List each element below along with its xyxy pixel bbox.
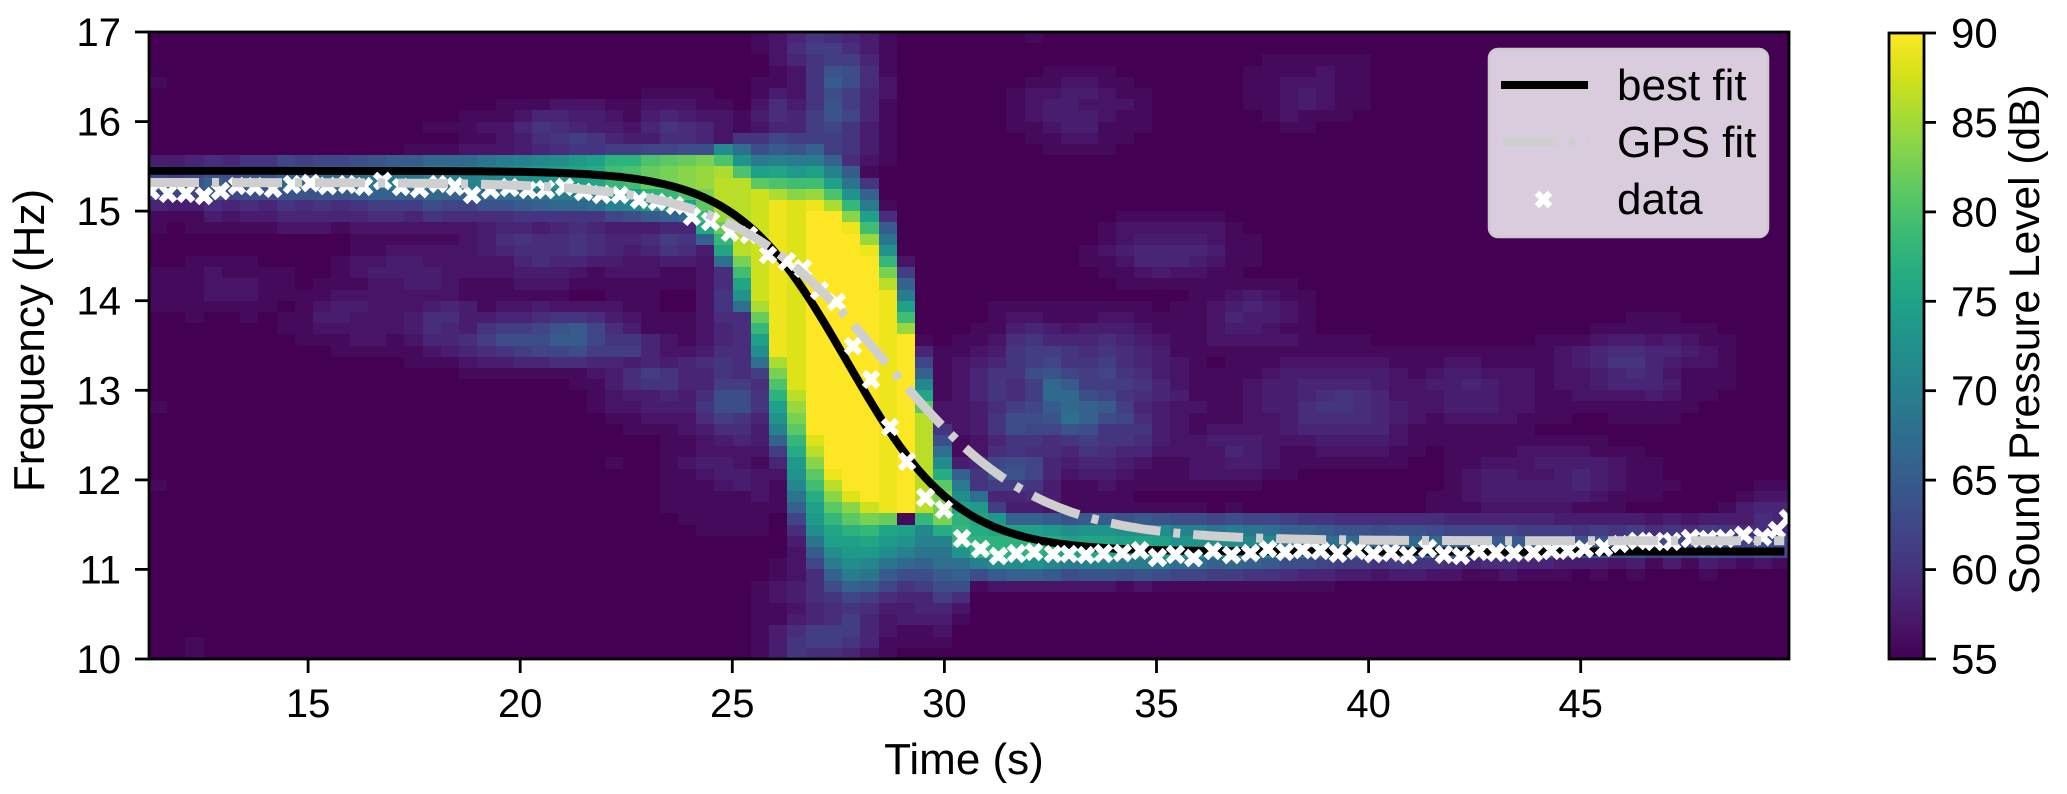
svg-text:80: 80 xyxy=(1951,188,1998,235)
svg-text:20: 20 xyxy=(498,682,543,726)
svg-text:11: 11 xyxy=(79,548,121,592)
svg-text:GPS fit: GPS fit xyxy=(1617,118,1756,167)
svg-text:best fit: best fit xyxy=(1617,61,1747,110)
svg-text:85: 85 xyxy=(1951,99,1998,146)
svg-text:90: 90 xyxy=(1951,10,1998,57)
svg-text:60: 60 xyxy=(1951,546,1998,593)
svg-text:13: 13 xyxy=(77,369,122,413)
svg-text:25: 25 xyxy=(710,682,755,726)
svg-text:10: 10 xyxy=(77,638,122,682)
svg-text:70: 70 xyxy=(1951,367,1998,414)
svg-text:65: 65 xyxy=(1951,457,1998,504)
svg-text:35: 35 xyxy=(1134,682,1179,726)
svg-text:Sound Pressure Level (dB): Sound Pressure Level (dB) xyxy=(2002,84,2049,594)
svg-text:15: 15 xyxy=(77,190,122,234)
svg-text:15: 15 xyxy=(286,682,331,726)
svg-text:12: 12 xyxy=(77,459,122,503)
svg-text:75: 75 xyxy=(1951,278,1998,325)
svg-text:data: data xyxy=(1617,175,1703,224)
svg-text:Frequency (Hz): Frequency (Hz) xyxy=(5,189,54,492)
svg-text:30: 30 xyxy=(922,682,967,726)
svg-text:Time (s): Time (s) xyxy=(884,735,1044,784)
svg-text:14: 14 xyxy=(77,280,122,324)
svg-text:40: 40 xyxy=(1346,682,1391,726)
svg-text:45: 45 xyxy=(1558,682,1603,726)
svg-text:55: 55 xyxy=(1951,636,1998,683)
svg-text:16: 16 xyxy=(77,101,122,145)
svg-text:17: 17 xyxy=(77,11,122,55)
